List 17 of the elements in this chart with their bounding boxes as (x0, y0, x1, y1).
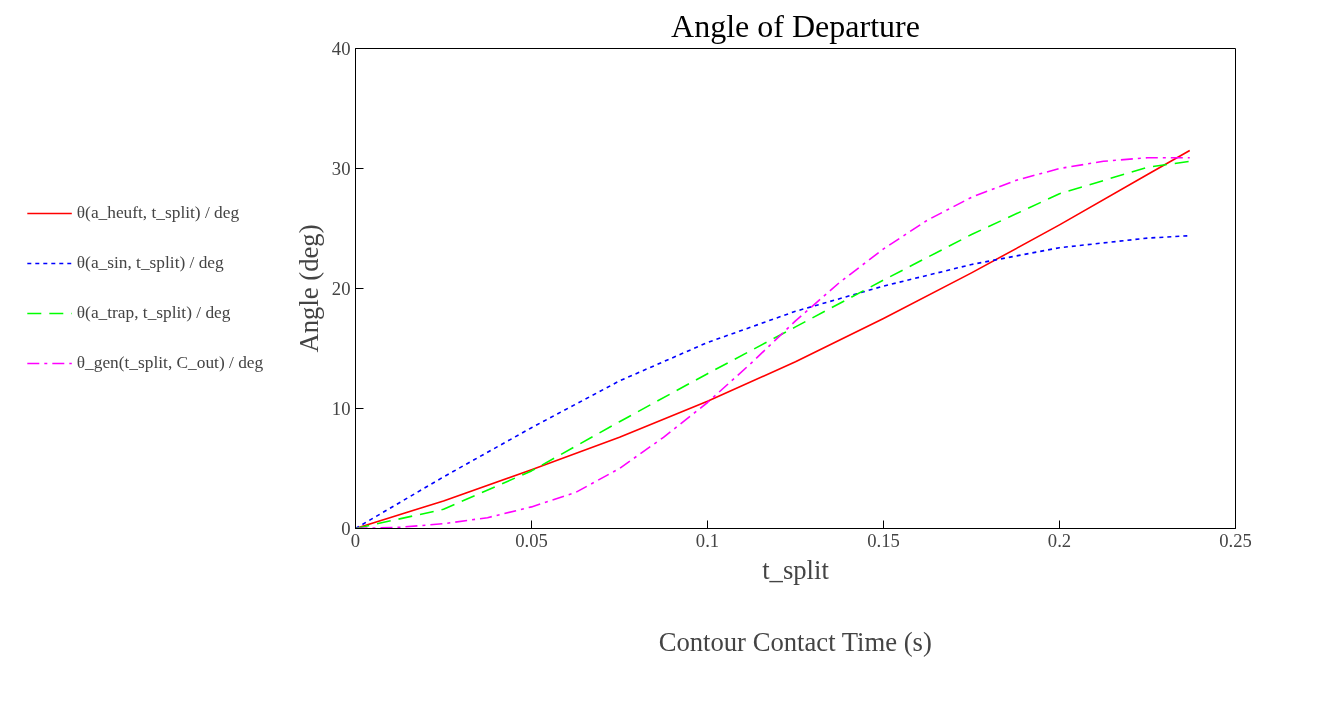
legend-label: θ(a_heuft, t_split) / deg (76, 203, 240, 223)
x-axis-title: Contour Contact Time (s) (658, 626, 932, 657)
legend-label: θ_gen(t_split, C_out) / deg (76, 353, 264, 373)
y-tick-label: 10 (331, 398, 351, 419)
x-tick-label: 0.15 (867, 529, 900, 551)
text: t_split (762, 554, 830, 585)
chart-title: Angle of Departure (671, 7, 920, 44)
y-axis-title: Angle (deg) (293, 224, 324, 353)
x-tick-label: 0.25 (1219, 529, 1252, 551)
legend-label: θ(a_trap, t_split) / deg (76, 303, 231, 323)
x-tick-label: 0.05 (515, 529, 548, 551)
y-tick-label: 30 (331, 158, 351, 179)
x-tick-label: 0.1 (695, 529, 720, 551)
y-tick-label: 20 (331, 278, 351, 299)
legend-label: θ(a_sin, t_split) / deg (76, 253, 224, 273)
x-tick-label: 0.2 (1047, 529, 1072, 551)
y-tick-label: 40 (331, 38, 351, 59)
